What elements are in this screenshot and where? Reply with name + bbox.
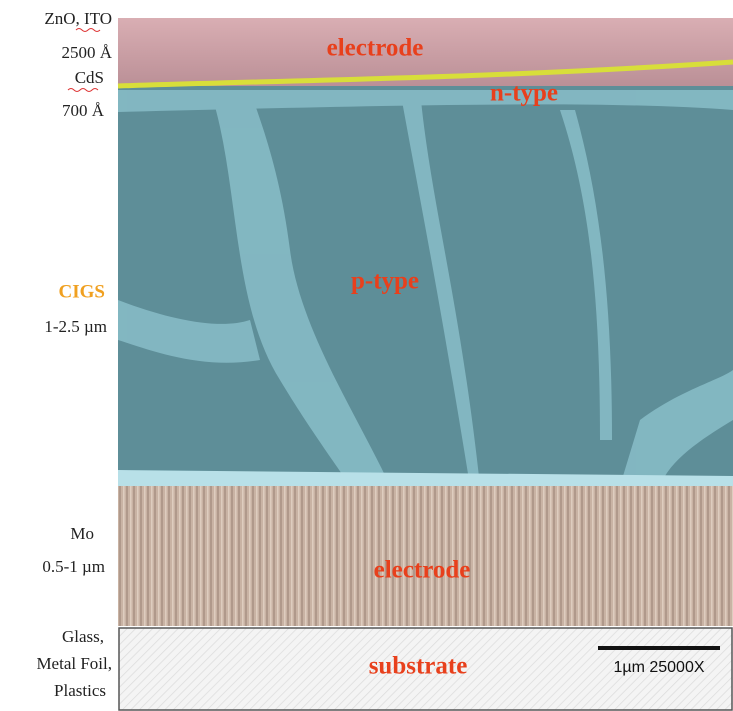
- side-label: Plastics: [54, 681, 106, 700]
- spell-underline: [68, 89, 98, 92]
- side-label: ZnO, ITO: [44, 9, 112, 28]
- layer-label: p-type: [351, 268, 419, 295]
- side-label: Metal Foil,: [36, 654, 112, 673]
- layer-label: n-type: [490, 80, 558, 107]
- side-label: Mo: [70, 524, 94, 543]
- side-label: 1-2.5 µm: [44, 317, 107, 336]
- side-label: CdS: [75, 68, 104, 87]
- layer-label: electrode: [374, 557, 471, 584]
- sem-diagram: ZnO, ITO 2500 Å CdS 700 Å CIGS 1-2.5 µm …: [0, 0, 733, 711]
- scale-label: 1µm 25000X: [613, 659, 704, 676]
- side-label: Glass,: [62, 627, 104, 646]
- side-label: 700 Å: [62, 101, 105, 120]
- layer-label: electrode: [327, 35, 424, 62]
- side-label: CIGS: [59, 281, 105, 302]
- side-label: 0.5-1 µm: [42, 557, 105, 576]
- spell-underline: [76, 29, 100, 32]
- layer-label: substrate: [369, 653, 468, 680]
- side-label: 2500 Å: [61, 43, 112, 62]
